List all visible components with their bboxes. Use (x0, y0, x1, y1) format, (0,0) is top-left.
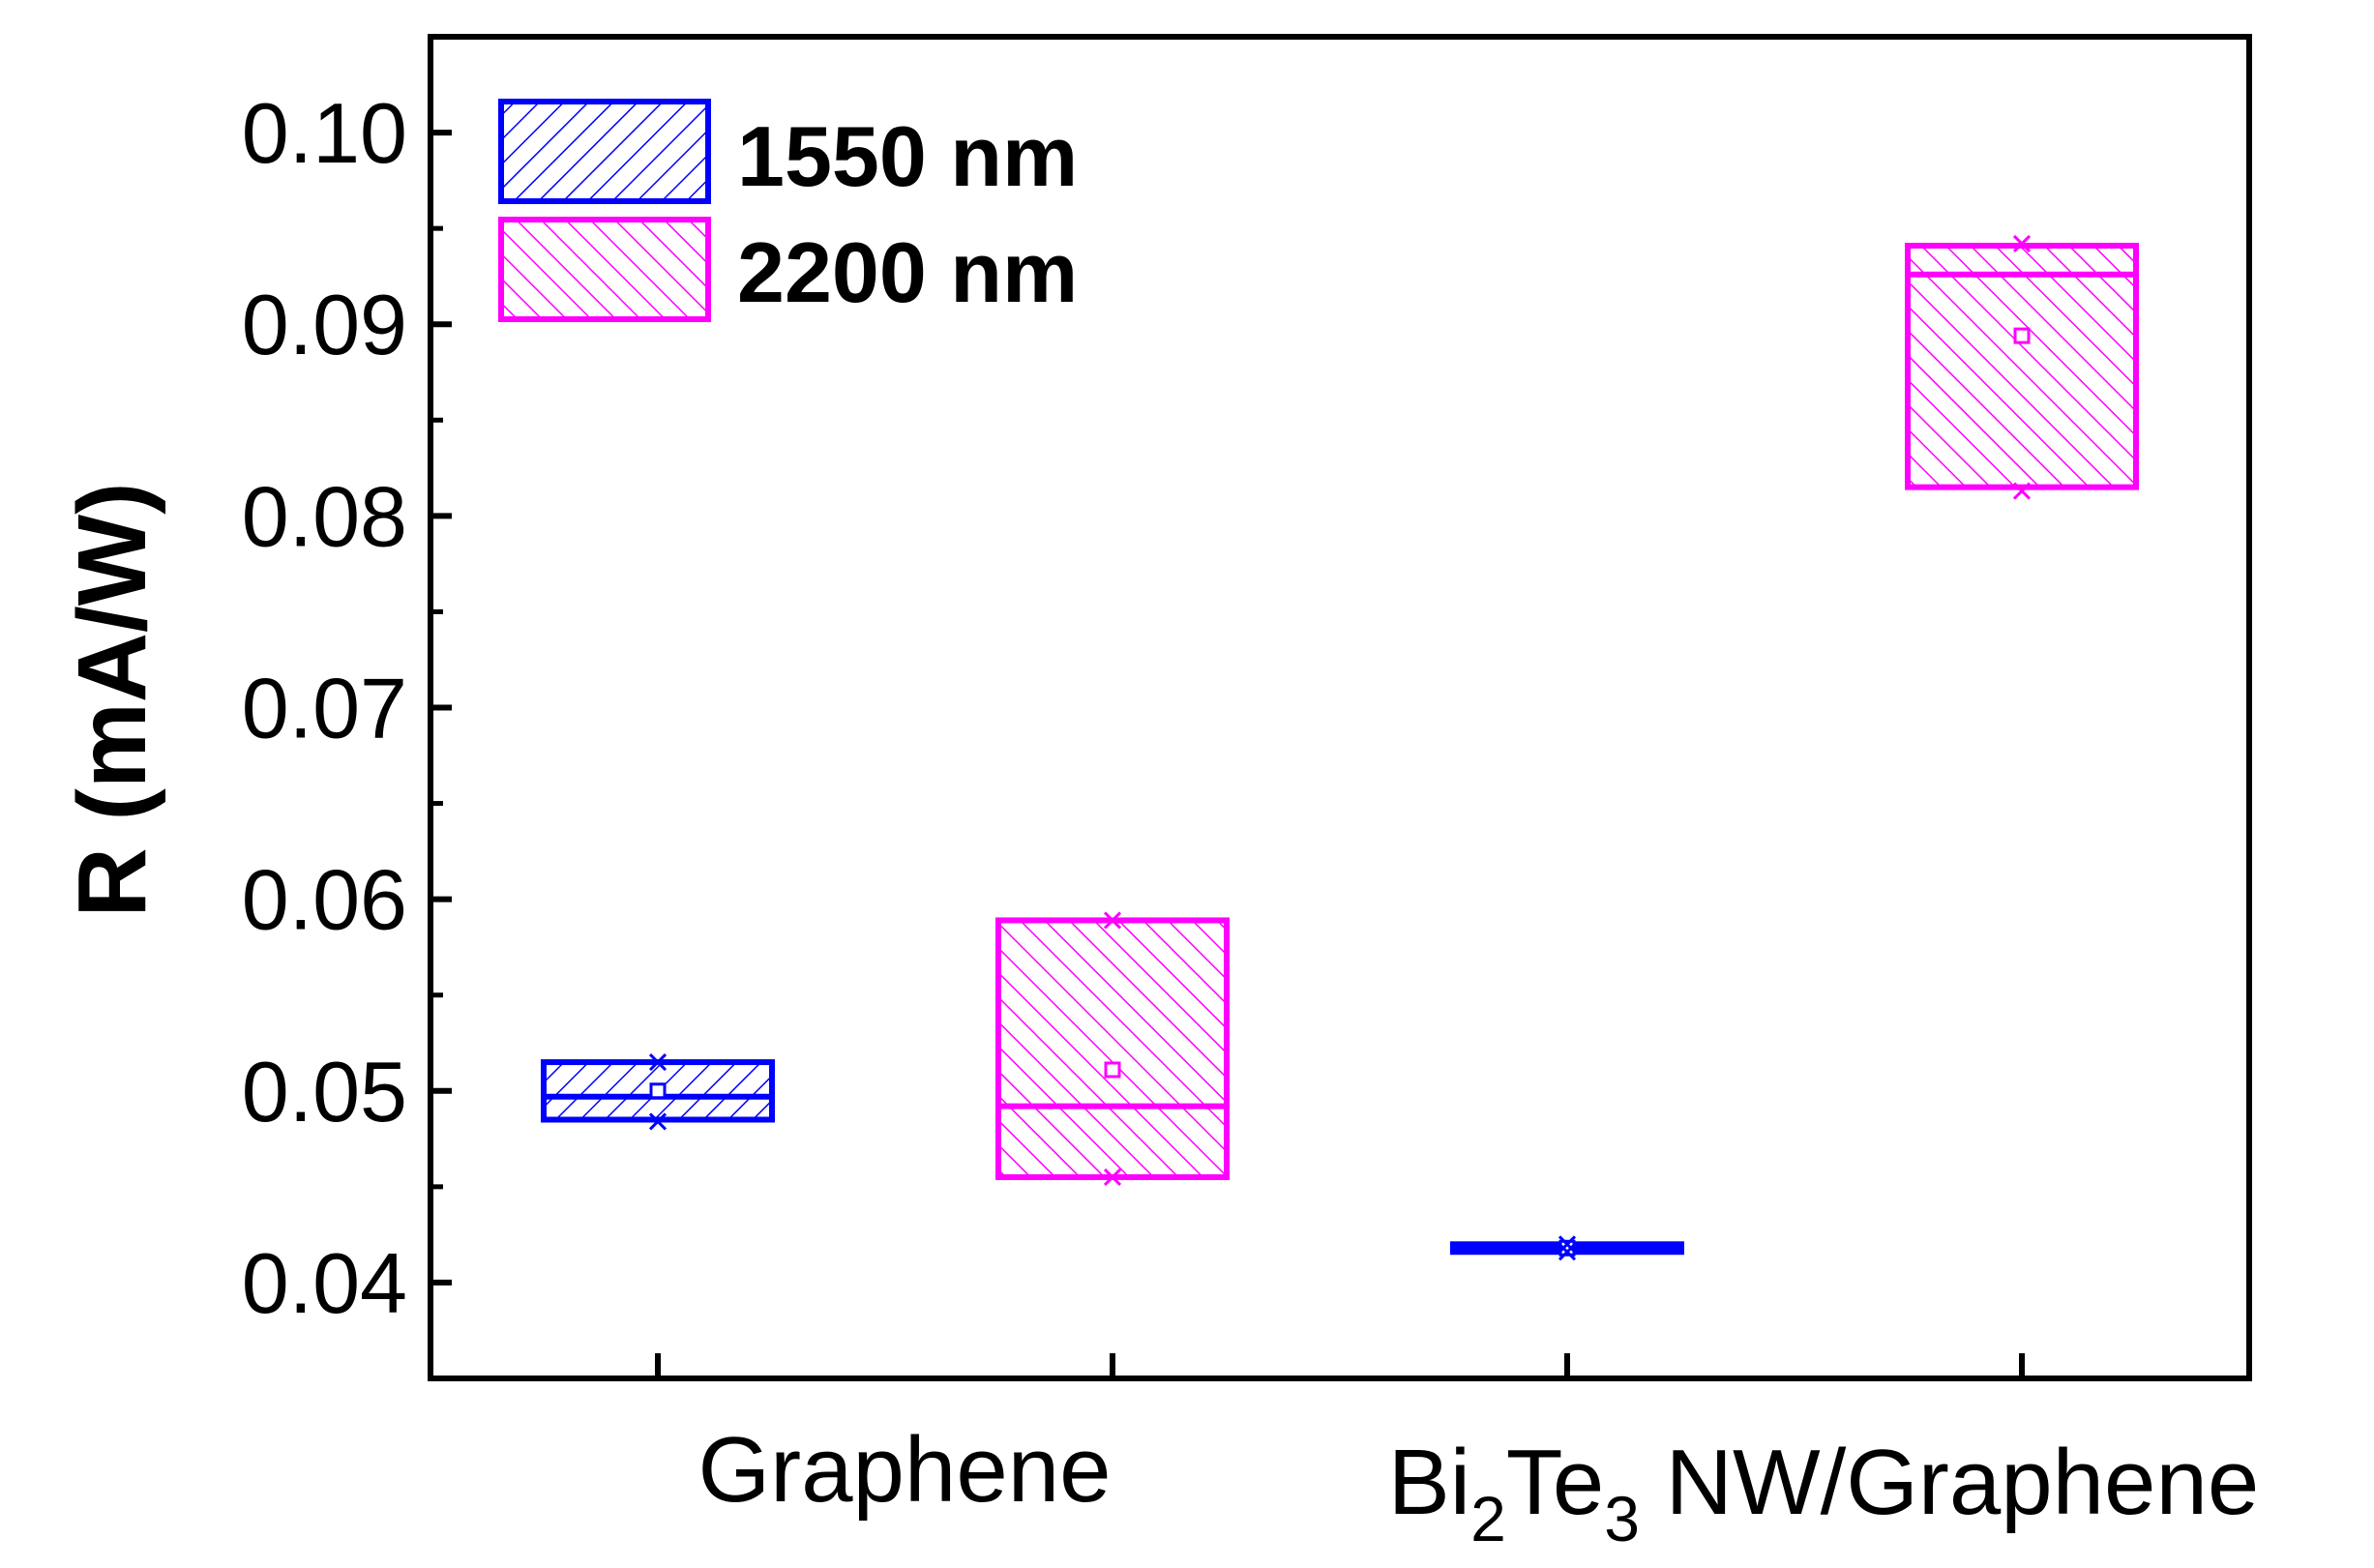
marker-stroke (1103, 911, 1122, 930)
x-axis-ticks (655, 1353, 2025, 1378)
y-tick-label-0.05: 0.05 (242, 1044, 407, 1139)
box-mean-marker (1558, 1239, 1576, 1257)
box-max-marker (1558, 1235, 1577, 1254)
box-body (995, 917, 1230, 1180)
box-plot-boxes (541, 234, 2139, 1261)
label-bi: Bi (1388, 1431, 1470, 1534)
y-axis-tick-labels: 0.04 0.05 0.06 0.07 0.08 0.09 0.10 (242, 85, 407, 1331)
plot-area-frame (428, 34, 2252, 1381)
y-tick-label-0.08: 0.08 (242, 468, 407, 564)
x-category-label-bi2te3-nw-graphene: Bi2Te3 NW/Graphene (1388, 1431, 2259, 1554)
box-max-marker (2012, 234, 2032, 253)
box-mean-marker (2013, 327, 2031, 344)
box-min-marker (1103, 1168, 1122, 1187)
box-max-marker (648, 1053, 668, 1072)
x-category-label-graphene: Graphene (698, 1418, 1112, 1522)
label-nw-graphene: NW/Graphene (1640, 1431, 2259, 1534)
y-tick-label-0.10: 0.10 (242, 85, 407, 181)
box-min-marker (2012, 482, 2032, 500)
marker-stroke (2012, 234, 2032, 253)
box-2200nm-group-1 (1905, 234, 2139, 500)
marker-stroke (1558, 1235, 1577, 1254)
y-tick-label-0.04: 0.04 (242, 1235, 407, 1331)
box-body (1905, 242, 2139, 490)
label-sub-2: 2 (1470, 1483, 1506, 1554)
box-mean-marker (1104, 1061, 1121, 1079)
box-mean-marker (649, 1082, 667, 1100)
marker-stroke (1103, 1168, 1122, 1187)
box-min-marker (1558, 1243, 1577, 1261)
marker-stroke (648, 1112, 668, 1131)
box-1550nm-group-0 (541, 1053, 775, 1131)
box-min-marker (648, 1112, 668, 1131)
y-tick-label-0.06: 0.06 (242, 852, 407, 948)
y-axis-ticks (430, 34, 452, 1381)
marker-stroke (2012, 482, 2032, 500)
legend: 1550 nm 2200 nm (498, 99, 1078, 322)
legend-swatch-1550nm (498, 99, 711, 204)
legend-label-1550nm: 1550 nm (737, 108, 1078, 204)
legend-label-2200nm: 2200 nm (737, 224, 1078, 320)
legend-swatch-2200nm (498, 217, 711, 322)
box-max-marker (1103, 911, 1122, 930)
marker-stroke (1558, 1243, 1577, 1261)
y-tick-label-0.07: 0.07 (242, 661, 407, 756)
box-1550nm-group-1 (1450, 1235, 1684, 1261)
marker-stroke (648, 1053, 668, 1072)
label-te: Te (1506, 1431, 1604, 1534)
y-axis-title: R (mA/W) (58, 483, 166, 918)
label-sub-3: 3 (1604, 1483, 1640, 1554)
y-tick-label-0.09: 0.09 (242, 277, 407, 372)
box-2200nm-group-0 (995, 911, 1230, 1187)
